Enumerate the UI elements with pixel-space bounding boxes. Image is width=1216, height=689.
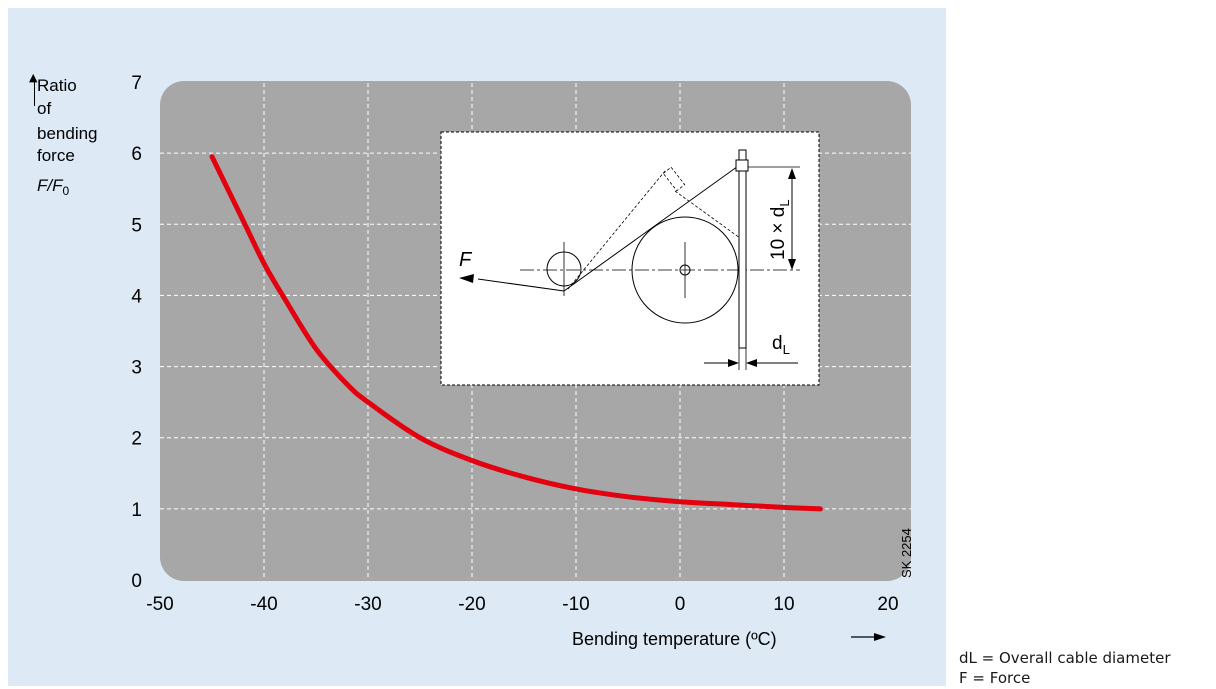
diam-arrow-left <box>728 359 739 367</box>
chart-svg: 0 1 2 3 4 5 6 7 -50 -40 -30 -20 -10 0 10 20 ▲ Ratio of… <box>29 71 914 649</box>
y-label-line-1: Ratio <box>37 76 77 95</box>
x-tick-label: -50 <box>146 594 173 615</box>
vertical-rod <box>738 149 747 349</box>
y-label-line-3: bending <box>37 124 98 143</box>
chart-panel: 0 1 2 3 4 5 6 7 -50 -40 -30 -20 -10 0 10 20 ▲ Ratio of… <box>8 8 946 686</box>
y-label-line-4: force <box>37 146 75 165</box>
x-axis-arrow-head <box>874 633 886 641</box>
cable-upper <box>563 163 742 292</box>
distance-label-main: 10 × d <box>768 207 789 260</box>
x-axis-label: Bending temperature (ºC) <box>572 629 777 649</box>
x-tick-label: -10 <box>562 594 589 615</box>
y-tick-label: 7 <box>131 73 142 94</box>
series-line <box>209 154 823 512</box>
legend-line-diameter: dL = Overall cable diameter <box>959 649 1171 667</box>
y-axis-arrow-head: ▲ <box>29 71 38 84</box>
pulley-circle <box>631 216 739 324</box>
x-tick-label: 0 <box>675 594 686 615</box>
x-tick-label: -40 <box>250 594 277 615</box>
distance-label-sub: L <box>777 199 792 206</box>
x-tick-label: 10 <box>773 594 794 615</box>
y-label-symbol-main: F/F <box>37 176 64 195</box>
legend-line-force: F = Force <box>959 669 1031 687</box>
x-tick-label: -20 <box>458 594 485 615</box>
x-tick-label: -30 <box>354 594 381 615</box>
y-tick-label: 6 <box>131 144 142 165</box>
x-tick-label: 20 <box>877 594 898 615</box>
y-tick-label: 4 <box>131 286 142 307</box>
inset-box <box>440 131 820 386</box>
code-label: SK 2254 <box>899 528 914 578</box>
curve-layer <box>209 154 823 512</box>
rod-dashed-end <box>662 166 686 192</box>
force-arrow-head <box>459 274 474 283</box>
rod-clamp <box>735 159 749 172</box>
diameter-label-sub: L <box>783 342 790 357</box>
y-tick-label: 1 <box>131 500 142 521</box>
y-tick-label: 2 <box>131 429 142 450</box>
diameter-label: dL <box>772 333 790 357</box>
y-tick-label: 3 <box>131 358 142 379</box>
y-label-line-2: of <box>37 99 51 118</box>
diam-arrow-right <box>746 359 757 367</box>
x-tick-labels: -50 -40 -30 -20 -10 0 10 20 <box>146 594 898 615</box>
cable-dashed-a <box>567 170 666 290</box>
dim-arrow-top <box>788 168 796 179</box>
force-label: F <box>459 249 473 271</box>
cable-lower <box>477 278 565 292</box>
y-tick-label: 0 <box>131 571 142 592</box>
pulley-hub <box>679 264 691 276</box>
distance-label: 10 × dL <box>768 199 792 260</box>
diameter-label-main: d <box>772 333 783 354</box>
y-tick-labels: 0 1 2 3 4 5 6 7 <box>131 73 142 592</box>
y-label-symbol-sub: 0 <box>63 184 70 198</box>
y-label-symbol: F/F0 <box>37 176 70 198</box>
cable-dashed-b <box>674 190 741 239</box>
inset-diagram: F 10 × dL dL <box>440 131 820 386</box>
dim-arrow-bottom <box>788 259 796 270</box>
y-tick-label: 5 <box>131 215 142 236</box>
